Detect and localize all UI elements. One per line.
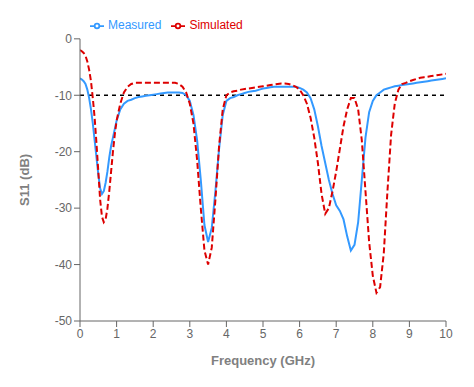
svg-text:4: 4 <box>223 327 230 341</box>
svg-text:10: 10 <box>439 327 453 341</box>
svg-text:-40: -40 <box>55 258 73 272</box>
svg-text:-10: -10 <box>55 89 73 103</box>
html-text:Measured: Measured <box>108 18 162 32</box>
svg-text:7: 7 <box>333 327 340 341</box>
svg-text:1: 1 <box>113 327 120 341</box>
svg-text:-20: -20 <box>55 145 73 159</box>
svg-text:-50: -50 <box>55 314 73 328</box>
svg-text:-30: -30 <box>55 201 73 215</box>
svg-text:0: 0 <box>65 32 72 46</box>
svg-text:6: 6 <box>296 327 303 341</box>
svg-text:S11 (dB): S11 (dB) <box>17 154 32 206</box>
svg-text:9: 9 <box>406 327 413 341</box>
svg-text:Frequency (GHz): Frequency (GHz) <box>211 353 315 368</box>
html-text:Simulated: Simulated <box>189 18 243 32</box>
svg-text:2: 2 <box>150 327 157 341</box>
svg-text:3: 3 <box>186 327 193 341</box>
svg-text:0: 0 <box>77 327 84 341</box>
svg-text:8: 8 <box>369 327 376 341</box>
svg-text:5: 5 <box>260 327 267 341</box>
